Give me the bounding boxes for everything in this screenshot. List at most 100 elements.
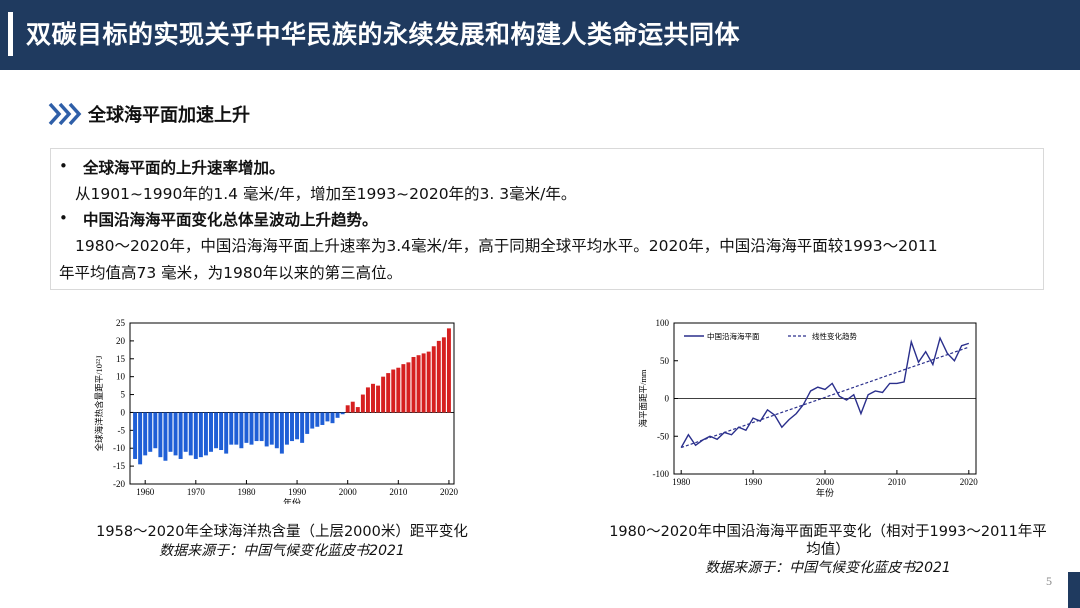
bar [371, 383, 375, 413]
bar [274, 412, 279, 449]
bar [173, 412, 178, 456]
left-figure-caption: 1958～2020年全球海洋热含量（上层2000米）距平变化 [96, 524, 468, 540]
bar [234, 412, 239, 445]
corner-accent [1068, 572, 1080, 608]
x-tick-label: 1980 [237, 487, 256, 497]
bar [188, 412, 193, 456]
bar [203, 412, 208, 456]
bar [148, 412, 153, 452]
page-number: 5 [1046, 574, 1052, 588]
bar [345, 405, 350, 413]
x-tick-label: 2020 [440, 487, 459, 497]
point-body: 1980～2020年，中国沿海海平面上升速率为3.4毫米/年，高于同期全球平均水… [75, 237, 938, 255]
bar [401, 364, 406, 413]
bar [391, 369, 396, 413]
bar [249, 412, 254, 445]
bar [436, 340, 441, 413]
x-tick-label: 1970 [187, 487, 206, 497]
right-figure-caption-line2: 均值） [806, 542, 850, 558]
y-axis-label: 海平面距平/mm [638, 369, 648, 427]
bar [183, 412, 188, 452]
y-tick-label: 5 [121, 390, 126, 400]
bar [325, 412, 330, 422]
point-body: 从1901~1990年的1.4 毫米/年，增加至1993~2020年的3. 3毫… [75, 185, 577, 203]
bar [219, 412, 224, 451]
bar [386, 373, 391, 413]
bar [279, 412, 284, 454]
bar [360, 394, 365, 413]
bar [381, 376, 386, 413]
x-tick-label: 2000 [339, 487, 358, 497]
y-tick-label: -100 [653, 469, 670, 479]
bar [229, 412, 234, 445]
x-tick-label: 2000 [816, 477, 835, 487]
bar [259, 412, 264, 442]
y-tick-label: 25 [116, 318, 126, 328]
bar [376, 385, 381, 413]
bar [143, 412, 148, 456]
summary-box: • 全球海平面的上升速率增加。 从1901~1990年的1.4 毫米/年，增加至… [50, 148, 1044, 290]
y-tick-label: -5 [118, 425, 126, 435]
bar [350, 401, 355, 413]
bar [310, 412, 315, 429]
bar [305, 412, 310, 434]
bar [355, 407, 360, 413]
header-accent-stripe [8, 12, 13, 56]
y-axis-label: 全球海洋热含量距平/10²²J [94, 355, 104, 451]
x-tick-label: 1990 [744, 477, 763, 487]
bar [264, 412, 269, 447]
y-tick-label: -50 [657, 431, 669, 441]
ocean-heat-content-chart: -20 -15 -10 -5 0 5 10 15 20 25 1960 1970 1980 1990 200… [94, 318, 459, 504]
left-figure-source: 数据来源于：中国气候变化蓝皮书2021 [159, 543, 405, 559]
bar [138, 412, 143, 465]
right-figure-source: 数据来源于：中国气候变化蓝皮书2021 [705, 560, 951, 576]
bar [335, 412, 340, 418]
legend-label: 中国沿海海平面 [707, 331, 760, 341]
bar [411, 356, 416, 413]
bar [340, 412, 345, 415]
x-tick-label: 1980 [672, 477, 691, 487]
y-tick-label: 50 [660, 356, 670, 366]
bar [198, 412, 203, 458]
bar [300, 412, 305, 443]
bar [365, 387, 370, 413]
bullet-marker: • [59, 209, 68, 227]
page-title: 双碳目标的实现关乎中华民族的永续发展和构建人类命运共同体 [26, 20, 741, 49]
bar [168, 412, 173, 452]
bar [396, 367, 401, 413]
x-tick-label: 2020 [960, 477, 979, 487]
bar [431, 346, 436, 413]
y-tick-label: 20 [116, 336, 126, 346]
bar [193, 412, 198, 459]
right-figure-caption-line1: 1980～2020年中国沿海海平面距平变化（相对于1993～2011年平 [609, 524, 1047, 540]
bar [254, 412, 259, 442]
bar [320, 412, 325, 425]
bullet-marker: • [59, 157, 68, 175]
bar [153, 412, 158, 449]
bar [224, 412, 229, 454]
y-tick-label: 0 [121, 407, 126, 417]
bar [284, 412, 289, 445]
bar [426, 351, 431, 413]
bar [416, 355, 421, 413]
y-tick-label: 15 [116, 354, 126, 364]
sea-level-chart: -100 -50 0 50 100 1980 1990 2000 2010 2020 中国沿海海平面… [638, 318, 979, 498]
y-tick-label: -10 [113, 443, 125, 453]
header-bar: 双碳目标的实现关乎中华民族的永续发展和构建人类命运共同体 [0, 0, 1080, 70]
y-tick-label: 0 [665, 394, 670, 404]
bar [295, 412, 300, 440]
point-body: 年平均值高73 毫米，为1980年以来的第三高位。 [59, 264, 403, 282]
bar [330, 412, 335, 424]
trend-line [680, 346, 970, 449]
x-tick-label: 2010 [888, 477, 907, 487]
legend-label: 线性变化趋势 [812, 331, 857, 341]
x-axis-label: 年份 [816, 487, 834, 498]
x-tick-label: 1990 [288, 487, 307, 497]
y-tick-label: -20 [113, 479, 125, 489]
bar [239, 412, 244, 449]
bar [244, 412, 249, 443]
plot-frame [129, 322, 455, 485]
bar [315, 412, 320, 427]
x-axis-label: 年份 [283, 497, 301, 504]
chevron-right-icon [48, 102, 82, 126]
